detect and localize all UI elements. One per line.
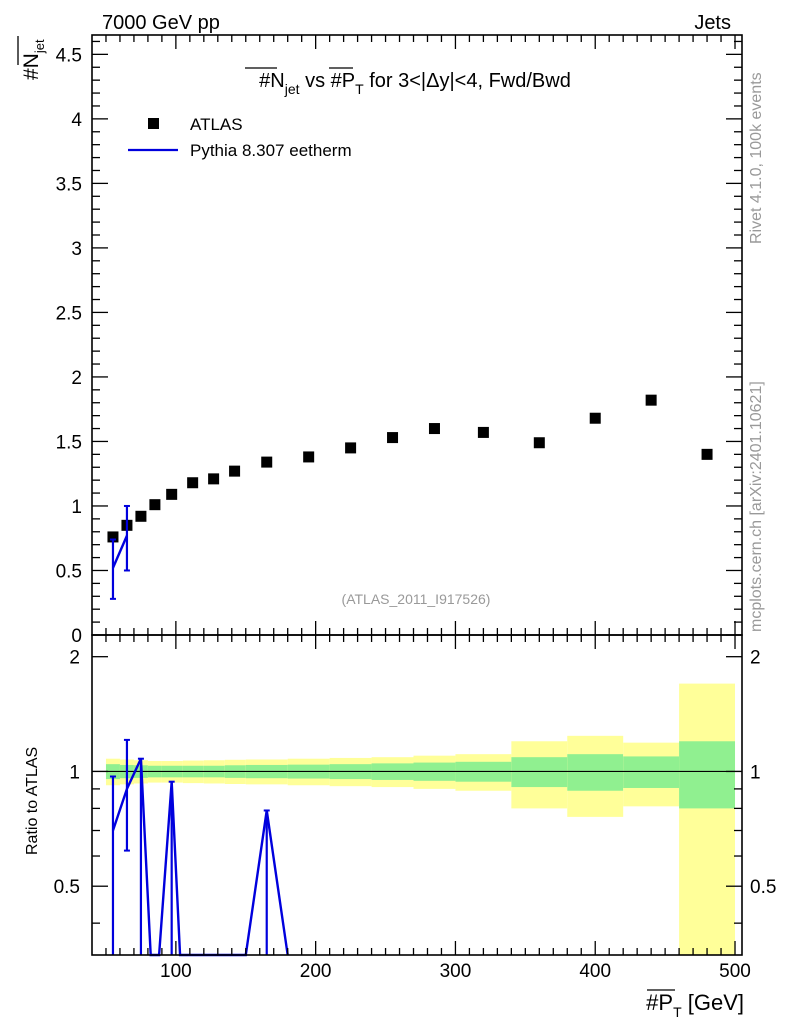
atlas-point <box>345 442 357 454</box>
x-tick-label: 100 <box>160 961 192 982</box>
y-tick-label: 0 <box>71 626 82 647</box>
svg-text:#PT [GeV]: #PT [GeV] <box>646 990 744 1020</box>
atlas-point <box>261 456 273 468</box>
atlas-point <box>645 394 657 406</box>
y-tick-label: 2.5 <box>56 303 82 324</box>
ratio-frame <box>91 634 743 956</box>
atlas-point <box>149 499 161 511</box>
ratio-band-green <box>511 757 568 788</box>
x-tick-label: 400 <box>579 961 611 982</box>
y-tick-label: 2 <box>71 368 82 389</box>
y-tick-label: 3 <box>71 239 82 260</box>
x-tick-label: 300 <box>440 961 472 982</box>
atlas-point <box>589 412 601 424</box>
ratio-y-tick-label: 1 <box>69 762 80 783</box>
atlas-point <box>166 488 178 500</box>
ratio-band-yellow <box>679 683 736 955</box>
atlas-point <box>303 451 315 463</box>
main-y-label: #Njet <box>17 36 47 80</box>
ratio-pythia-line <box>111 758 289 957</box>
ratio-axis-ticks: 100 200 300 400 500 0.5 0.5 1 1 2 2 <box>54 635 776 982</box>
legend-pythia-label: Pythia 8.307 eetherm <box>190 141 352 160</box>
atlas-point <box>533 437 545 449</box>
ratio-y-label: Ratio to ATLAS <box>24 747 41 855</box>
y-tick-label: 3.5 <box>56 174 82 195</box>
main-data-layer <box>107 394 713 600</box>
ratio-y-tick-label-right: 2 <box>750 648 761 669</box>
ratio-band-green <box>567 754 624 791</box>
main-panel: 0 0.5 1 1.5 2 2.5 3 3.5 4 4.5 <box>56 34 743 647</box>
y-tick-label: 1.5 <box>56 432 82 453</box>
y-tick-label: 1 <box>71 497 82 518</box>
atlas-point <box>387 432 399 444</box>
ratio-y-tick-label: 0.5 <box>54 877 80 898</box>
legend: ATLAS Pythia 8.307 eetherm <box>128 115 352 160</box>
atlas-point <box>428 423 440 435</box>
atlas-point <box>477 426 489 438</box>
ratio-y-tick-label: 2 <box>69 648 80 669</box>
analysis-id-label: (ATLAS_2011_I917526) <box>342 591 491 607</box>
x-axis-label: #PT [GeV] <box>646 989 744 1020</box>
ratio-panel: 100 200 300 400 500 0.5 0.5 1 1 2 2 <box>54 634 776 982</box>
ratio-data-layer <box>92 683 742 957</box>
ratio-y-tick-label-right: 1 <box>750 762 761 783</box>
mcplots-label: mcplots.cern.ch [arXiv:2401.10621] <box>748 381 765 632</box>
legend-atlas-label: ATLAS <box>190 115 243 134</box>
y-tick-label: 0.5 <box>56 561 82 582</box>
ratio-band-green <box>679 741 736 809</box>
atlas-point <box>229 465 241 477</box>
x-tick-label: 200 <box>300 961 332 982</box>
svg-text:#Njet: #Njet <box>20 39 47 80</box>
energy-label: 7000 GeV pp <box>102 12 220 34</box>
pythia-line <box>111 535 129 569</box>
atlas-point <box>701 448 713 460</box>
ratio-band-green <box>623 756 680 788</box>
rivet-version-label: Rivet 4.1.0, 100k events <box>748 72 765 244</box>
y-tick-label: 4.5 <box>56 45 82 66</box>
atlas-point <box>107 531 119 543</box>
y-tick-label: 4 <box>71 110 82 131</box>
atlas-point <box>187 477 199 489</box>
atlas-point <box>135 510 147 522</box>
main-axis-ticks: 0 0.5 1 1.5 2 2.5 3 3.5 4 4.5 <box>56 35 742 647</box>
x-tick-label: 500 <box>719 961 751 982</box>
chart-title: #Njet vs #PT for 3<|Δy|<4, Fwd/Bwd <box>259 70 571 97</box>
atlas-point <box>208 473 220 485</box>
ratio-y-tick-label-right: 0.5 <box>750 877 776 898</box>
category-label: Jets <box>694 12 731 34</box>
legend-atlas-marker <box>148 118 159 129</box>
